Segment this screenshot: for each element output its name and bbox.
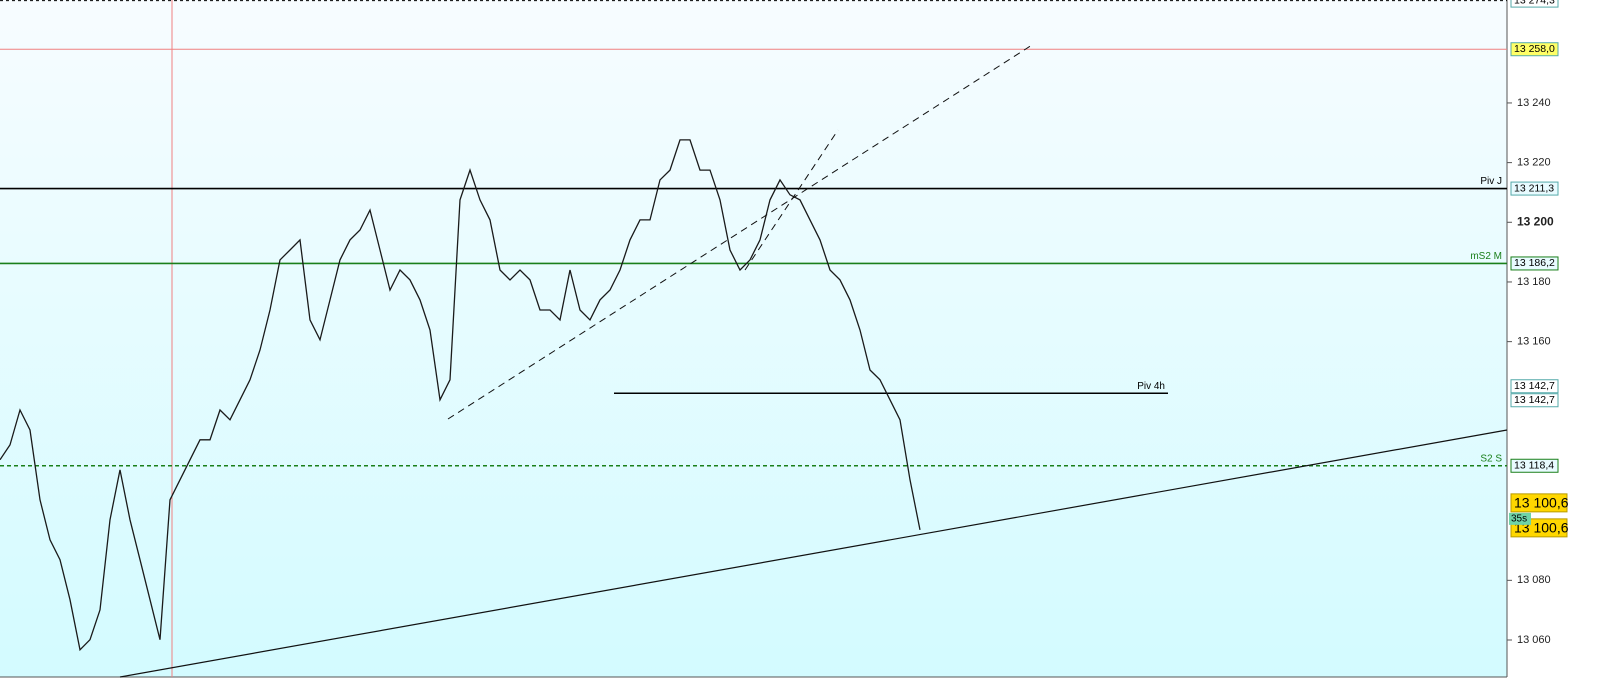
level-label: 13 274,3 [1514,0,1555,6]
level-box [1510,379,1559,394]
price-line [0,139,921,652]
level-box [1510,256,1559,271]
y-tick-label: 13 160 [1517,336,1551,348]
plot-background [0,0,1507,677]
level-label: 13 142,7 [1514,380,1555,392]
level-box [1510,181,1559,196]
y-tick-label: 13 200 [1517,214,1554,228]
plot [0,0,1507,652]
trendline [119,429,1508,678]
y-tick-label: 13 180 [1517,276,1551,288]
axis-panel [1507,0,1602,692]
level-label: 13 211,3 [1514,182,1554,194]
level-name: S2 S [1480,453,1502,464]
level-box [1510,393,1559,408]
level-box [1510,0,1559,8]
level-name: Piv J [1480,176,1502,187]
level-name: Piv 4h [1137,381,1165,392]
level-label: 13 258,0 [1514,43,1555,55]
trendline-dashed [744,129,839,271]
level-label: 13 142,7 [1514,394,1555,406]
level-box [1510,458,1559,473]
countdown-box [1509,512,1531,525]
level-label: 13 118,4 [1514,460,1554,472]
y-tick-label: 13 080 [1517,574,1551,586]
current-price-label: 13 100,6 [1514,495,1569,511]
countdown: 35s [1511,514,1527,525]
current-price-box [1510,493,1568,513]
y-tick-label: 13 220 [1517,157,1551,169]
level-label: 13 186,2 [1514,257,1555,269]
level-box [1510,42,1559,57]
trendline-dashed [447,44,1033,420]
level-name: mS2 M [1470,251,1502,262]
y-tick-label: 13 060 [1517,634,1551,646]
y-tick-label: 13 240 [1517,97,1551,109]
